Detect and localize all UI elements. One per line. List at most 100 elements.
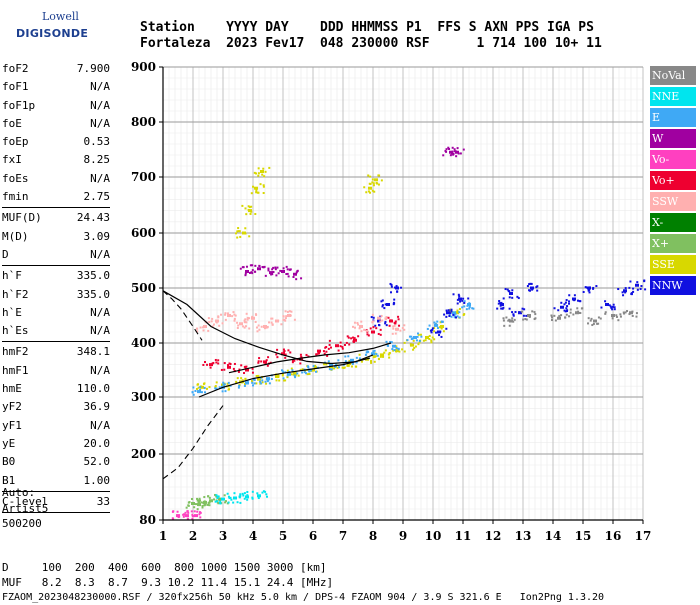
echo-point [428, 337, 431, 340]
echo-point [417, 333, 420, 336]
echo-point [341, 347, 344, 350]
echo-point [457, 152, 460, 155]
echo-point [218, 324, 221, 327]
echo-point [372, 320, 375, 323]
echo-point [223, 383, 226, 386]
echo-point [194, 503, 197, 506]
echo-point [286, 272, 289, 275]
echo-point [256, 492, 259, 495]
echo-point [203, 496, 206, 499]
data-point [434, 323, 438, 327]
echo-point [226, 312, 229, 315]
echo-point [379, 333, 382, 336]
echo-point [277, 375, 280, 378]
data-point [293, 272, 297, 276]
echo-point [260, 325, 263, 328]
echo-point [232, 501, 235, 504]
data-point [572, 297, 576, 301]
echo-point [351, 362, 354, 365]
echo-point [251, 496, 254, 499]
param-label: B1 [2, 473, 16, 487]
echo-point [588, 288, 591, 291]
param-row-b0: B0 52.0 [2, 453, 110, 471]
echo-point [231, 315, 234, 318]
echo-point [271, 268, 274, 271]
echo-point [226, 382, 229, 385]
echo-point [448, 314, 451, 317]
echo-point [266, 364, 269, 367]
echo-point [296, 372, 299, 375]
echo-point [528, 289, 531, 292]
curve-layer [162, 290, 392, 480]
data-point [221, 497, 225, 501]
x-tick-label: 5 [279, 529, 287, 543]
echo-point [589, 319, 592, 322]
echo-point [343, 366, 346, 369]
x-tick-label: 17 [635, 529, 652, 543]
echo-point [629, 280, 632, 283]
echo-point [439, 330, 442, 333]
echo-point [522, 318, 525, 321]
echo-point [249, 212, 252, 215]
param-label: h`F [2, 269, 22, 283]
echo-point [503, 324, 506, 327]
echo-point [354, 365, 357, 368]
echo-point [282, 370, 285, 373]
legend-item-nne: NNE [650, 87, 696, 106]
echo-point [176, 510, 179, 513]
parameter-panel: foF2 7.900 foF1 N/A foF1p N/A foE N/A foEp 0.53 fx… [2, 60, 110, 514]
echo-point [218, 501, 221, 504]
echo-point [253, 382, 256, 385]
echo-point [565, 307, 568, 310]
echo-point [306, 365, 309, 368]
echo-point [239, 235, 242, 238]
echo-point [239, 267, 242, 270]
echo-point [401, 327, 404, 330]
data-point [263, 325, 267, 328]
echo-point [251, 371, 254, 374]
param-label: foE [2, 116, 22, 130]
echo-point [261, 173, 264, 176]
echo-point [550, 318, 553, 321]
echo-point [636, 288, 639, 291]
echo-point [450, 308, 453, 311]
echo-point [198, 511, 201, 514]
echo-point [327, 347, 330, 350]
echo-point [377, 174, 380, 177]
echo-point [408, 335, 411, 338]
data-point [242, 231, 246, 235]
echo-point [245, 265, 248, 268]
echo-point [272, 271, 275, 274]
echo-point [412, 348, 415, 351]
echo-point [315, 353, 318, 356]
x-tick-label: 6 [309, 529, 317, 543]
echo-point [560, 314, 563, 317]
echo-point [244, 318, 247, 321]
echo-point [588, 291, 591, 294]
echo-point [227, 495, 230, 498]
x-tick-label: 2 [189, 529, 197, 543]
param-value: N/A [90, 418, 110, 432]
echo-point [447, 309, 450, 312]
echo-point [530, 282, 533, 285]
echo-point [224, 313, 227, 316]
echo-point [626, 310, 629, 313]
echo-point [199, 516, 202, 519]
echo-point [341, 346, 344, 349]
echo-point [365, 351, 368, 354]
echo-point [264, 170, 267, 173]
echo-point [275, 379, 278, 382]
echo-point [283, 379, 286, 382]
echo-point [613, 306, 616, 309]
echo-point [391, 348, 394, 351]
echo-point [463, 301, 466, 304]
param-row-foep: foEp 0.53 [2, 133, 110, 151]
param-row-c-level: C-level 33 [2, 493, 110, 511]
legend-item-vo-: Vo- [650, 150, 696, 169]
echo-point [356, 322, 359, 325]
echo-point [286, 310, 289, 313]
logo-digisonde-text: DIGISONDE [16, 27, 89, 40]
echo-point [413, 346, 416, 349]
echo-point [251, 272, 254, 275]
echo-point [257, 497, 260, 500]
